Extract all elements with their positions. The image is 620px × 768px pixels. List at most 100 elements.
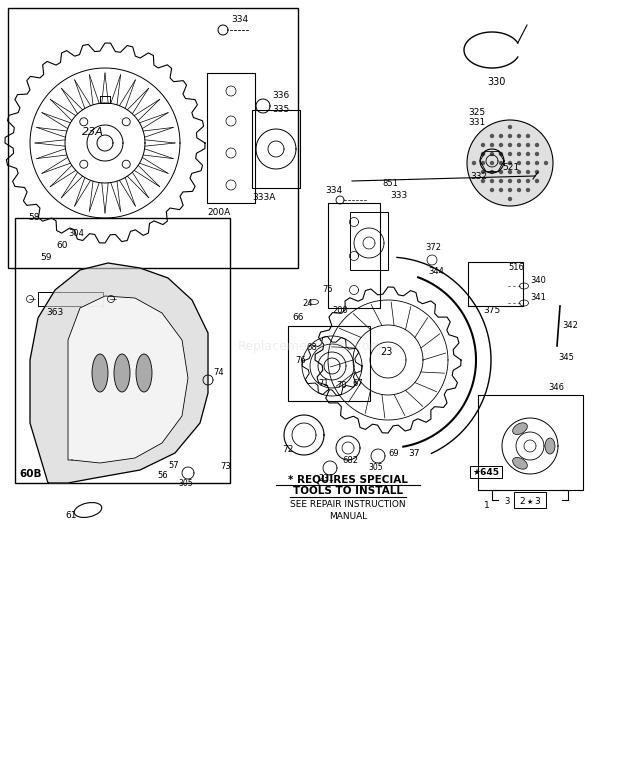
- Circle shape: [508, 161, 512, 165]
- Text: 342: 342: [562, 321, 578, 330]
- Bar: [252, 110, 300, 188]
- Text: 3: 3: [534, 497, 540, 506]
- Text: 66: 66: [292, 313, 304, 322]
- Circle shape: [517, 143, 521, 147]
- Text: 332: 332: [470, 172, 487, 181]
- Circle shape: [490, 179, 494, 184]
- Text: 69: 69: [388, 449, 399, 458]
- Circle shape: [517, 161, 521, 165]
- Polygon shape: [68, 296, 188, 463]
- Text: 333A: 333A: [252, 193, 275, 202]
- Circle shape: [499, 143, 503, 147]
- Text: 70: 70: [336, 381, 347, 390]
- Bar: [207, 73, 255, 203]
- Text: 336: 336: [272, 91, 290, 100]
- Text: ★645: ★645: [472, 468, 499, 477]
- Text: 73: 73: [220, 462, 231, 471]
- Circle shape: [508, 124, 512, 129]
- Circle shape: [480, 161, 485, 165]
- Text: 375: 375: [483, 306, 500, 315]
- Text: 67: 67: [352, 379, 363, 388]
- Text: 305: 305: [368, 463, 383, 472]
- Text: 304: 304: [68, 229, 84, 238]
- Circle shape: [517, 188, 521, 192]
- Text: 1: 1: [484, 501, 490, 510]
- Bar: [470, 466, 502, 478]
- Circle shape: [508, 152, 512, 156]
- Text: 68: 68: [306, 343, 317, 352]
- Text: 74: 74: [213, 368, 224, 377]
- Circle shape: [490, 170, 494, 174]
- Circle shape: [490, 134, 494, 138]
- Circle shape: [517, 152, 521, 156]
- Text: 72: 72: [282, 445, 293, 454]
- Text: 340: 340: [530, 276, 546, 285]
- Text: 37: 37: [408, 449, 420, 458]
- Circle shape: [517, 179, 521, 184]
- Circle shape: [499, 152, 503, 156]
- Text: * REQUIRES SPECIAL: * REQUIRES SPECIAL: [288, 474, 408, 484]
- Text: 521: 521: [502, 163, 519, 172]
- Circle shape: [526, 134, 530, 138]
- Text: 344: 344: [428, 267, 444, 276]
- Text: 330: 330: [487, 77, 505, 87]
- Text: 305: 305: [178, 479, 193, 488]
- Text: 200A: 200A: [207, 208, 230, 217]
- Polygon shape: [30, 263, 208, 483]
- Ellipse shape: [513, 458, 528, 469]
- Ellipse shape: [92, 354, 108, 392]
- Circle shape: [535, 170, 539, 174]
- Circle shape: [480, 143, 485, 147]
- Text: 75: 75: [322, 285, 332, 294]
- Circle shape: [508, 179, 512, 184]
- Circle shape: [490, 161, 494, 165]
- Text: 372: 372: [425, 243, 441, 252]
- Circle shape: [499, 188, 503, 192]
- Text: 58: 58: [28, 213, 40, 222]
- Circle shape: [508, 197, 512, 201]
- Bar: [350, 212, 388, 270]
- Text: 71: 71: [318, 379, 329, 388]
- Text: 2: 2: [519, 497, 525, 506]
- Circle shape: [517, 170, 521, 174]
- Text: 325: 325: [468, 108, 485, 117]
- Circle shape: [480, 152, 485, 156]
- Ellipse shape: [114, 354, 130, 392]
- Circle shape: [480, 170, 485, 174]
- Circle shape: [526, 179, 530, 184]
- Text: ★: ★: [527, 499, 533, 505]
- Text: 333: 333: [390, 191, 407, 200]
- Ellipse shape: [545, 438, 555, 454]
- Circle shape: [508, 170, 512, 174]
- Circle shape: [467, 120, 553, 206]
- Bar: [8, 8, 298, 268]
- Circle shape: [508, 143, 512, 147]
- Circle shape: [499, 179, 503, 184]
- Bar: [328, 203, 380, 308]
- Text: 23A: 23A: [82, 127, 104, 137]
- Text: 331: 331: [468, 118, 485, 127]
- Ellipse shape: [136, 354, 152, 392]
- Circle shape: [480, 179, 485, 184]
- Circle shape: [499, 161, 503, 165]
- Text: 682: 682: [342, 456, 358, 465]
- Circle shape: [499, 170, 503, 174]
- Circle shape: [526, 188, 530, 192]
- Text: 56: 56: [157, 471, 167, 480]
- Text: 76: 76: [295, 356, 306, 365]
- Circle shape: [526, 161, 530, 165]
- Circle shape: [526, 143, 530, 147]
- Text: SEE REPAIR INSTRUCTION: SEE REPAIR INSTRUCTION: [290, 500, 406, 509]
- Ellipse shape: [513, 423, 528, 435]
- Bar: [478, 395, 583, 490]
- Text: 334: 334: [231, 15, 248, 24]
- Circle shape: [472, 161, 476, 165]
- Circle shape: [508, 188, 512, 192]
- Text: 57: 57: [168, 461, 179, 470]
- Text: 24: 24: [302, 299, 312, 308]
- Text: 61: 61: [65, 511, 76, 520]
- Circle shape: [526, 152, 530, 156]
- Text: 23: 23: [380, 347, 392, 357]
- Circle shape: [508, 134, 512, 138]
- Circle shape: [535, 143, 539, 147]
